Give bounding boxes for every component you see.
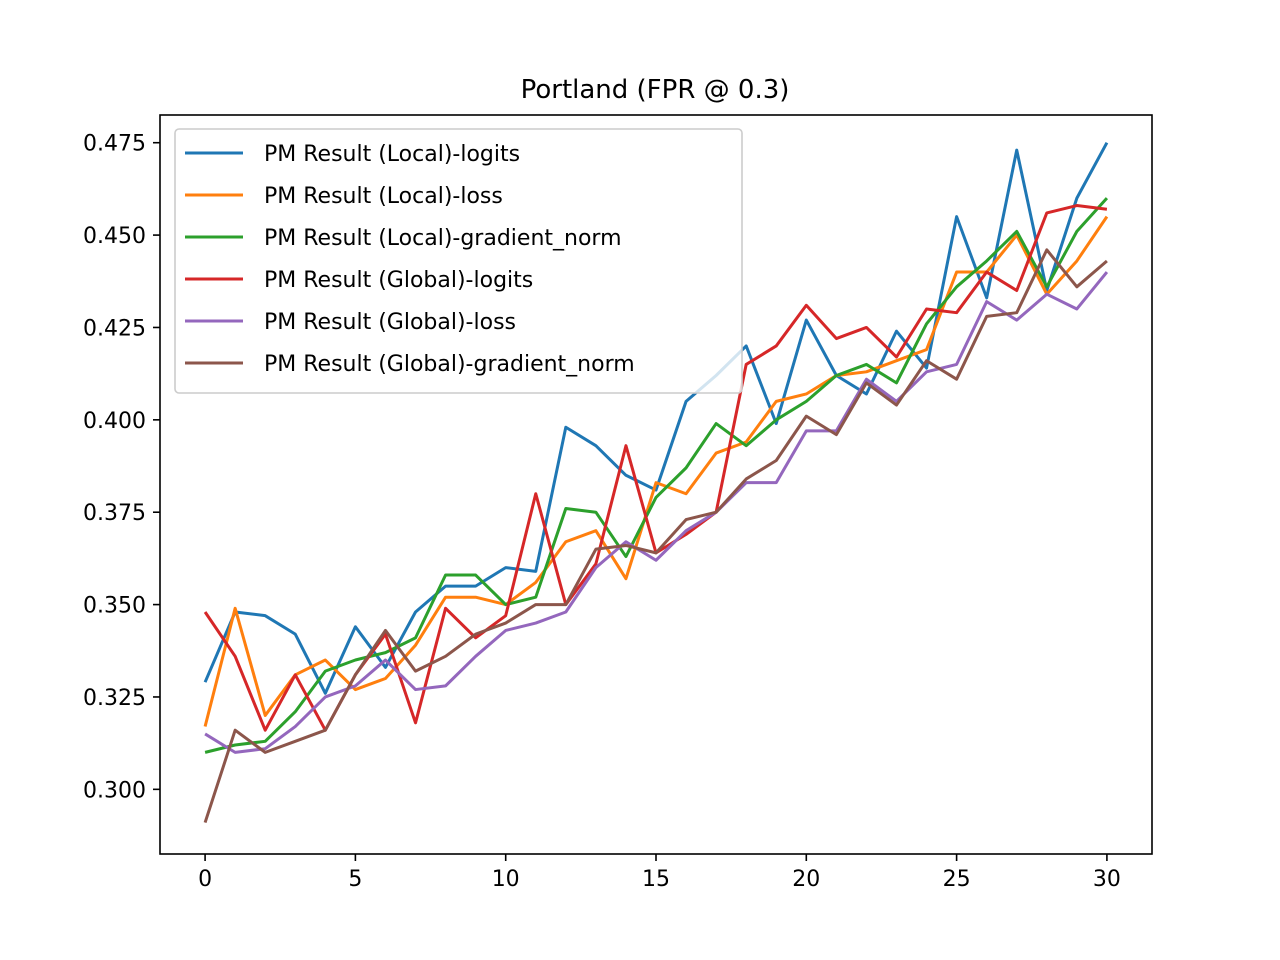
series-line-6 (203, 248, 1108, 824)
legend-box (174, 128, 743, 394)
x-tick-label: 15 (642, 867, 670, 892)
legend: PM Result (Local)-logits PM Result (Local… (174, 128, 743, 394)
legend-label: PM Result (Local)-logits (264, 142, 520, 167)
series-line-5 (204, 271, 1109, 754)
x-tick-label: 30 (1093, 867, 1121, 892)
y-tick-label: 0.375 (83, 501, 146, 526)
y-tick-label: 0.300 (83, 778, 146, 803)
y-tick-label: 0.450 (83, 224, 146, 249)
x-tick-label: 10 (492, 867, 520, 892)
plot-frame (159, 114, 1153, 855)
x-tick-label: 20 (792, 867, 820, 892)
y-tick-label: 0.400 (83, 409, 146, 434)
legend-label: PM Result (Local)-gradient_norm (264, 226, 622, 251)
series-line-2 (203, 215, 1109, 727)
x-tick-label: 25 (943, 867, 971, 892)
legend-label: PM Result (Global)-gradient_norm (264, 352, 635, 377)
series-line-3 (204, 197, 1109, 754)
series-lines (203, 141, 1109, 824)
legend-label: PM Result (Global)-logits (264, 268, 533, 293)
legend-label: PM Result (Local)-loss (264, 184, 503, 209)
axes: 0 5 10 15 20 25 30 0.300 0.325 0.350 0.375 0.400 0.4… (83, 132, 1121, 892)
chart-title: Portland (FPR @ 0.3) (521, 75, 790, 105)
series-line-1 (203, 141, 1109, 695)
y-tick-label: 0.425 (83, 316, 146, 341)
y-tick-label: 0.475 (83, 132, 146, 157)
x-tick-label: 0 (198, 867, 212, 892)
legend-label: PM Result (Global)-loss (264, 310, 516, 335)
y-tick-label: 0.325 (83, 686, 146, 711)
y-tick-label: 0.350 (83, 594, 146, 619)
x-tick-label: 5 (348, 867, 362, 892)
